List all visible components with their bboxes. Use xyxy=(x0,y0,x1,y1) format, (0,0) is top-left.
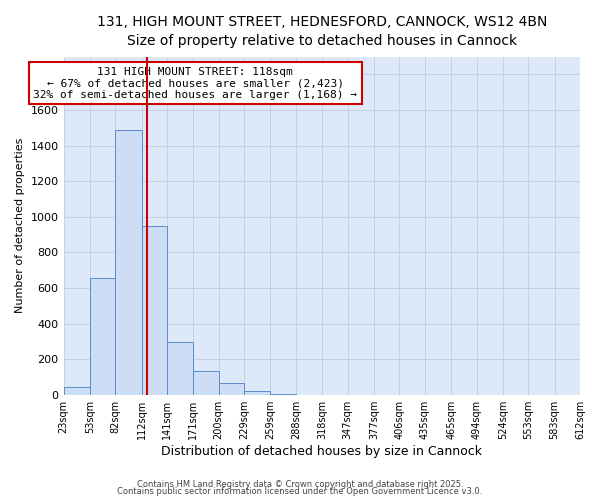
Y-axis label: Number of detached properties: Number of detached properties xyxy=(15,138,25,314)
Bar xyxy=(142,226,167,394)
X-axis label: Distribution of detached houses by size in Cannock: Distribution of detached houses by size … xyxy=(161,444,482,458)
Text: 131 HIGH MOUNT STREET: 118sqm
← 67% of detached houses are smaller (2,423)
32% o: 131 HIGH MOUNT STREET: 118sqm ← 67% of d… xyxy=(33,67,357,100)
Text: Contains public sector information licensed under the Open Government Licence v3: Contains public sector information licen… xyxy=(118,488,482,496)
Bar xyxy=(64,386,90,394)
Bar xyxy=(90,278,115,394)
Bar xyxy=(244,391,271,394)
Bar xyxy=(115,130,142,394)
Text: Contains HM Land Registry data © Crown copyright and database right 2025.: Contains HM Land Registry data © Crown c… xyxy=(137,480,463,489)
Bar xyxy=(219,383,244,394)
Title: 131, HIGH MOUNT STREET, HEDNESFORD, CANNOCK, WS12 4BN
Size of property relative : 131, HIGH MOUNT STREET, HEDNESFORD, CANN… xyxy=(97,15,547,48)
Bar xyxy=(193,370,219,394)
Bar xyxy=(167,342,193,394)
